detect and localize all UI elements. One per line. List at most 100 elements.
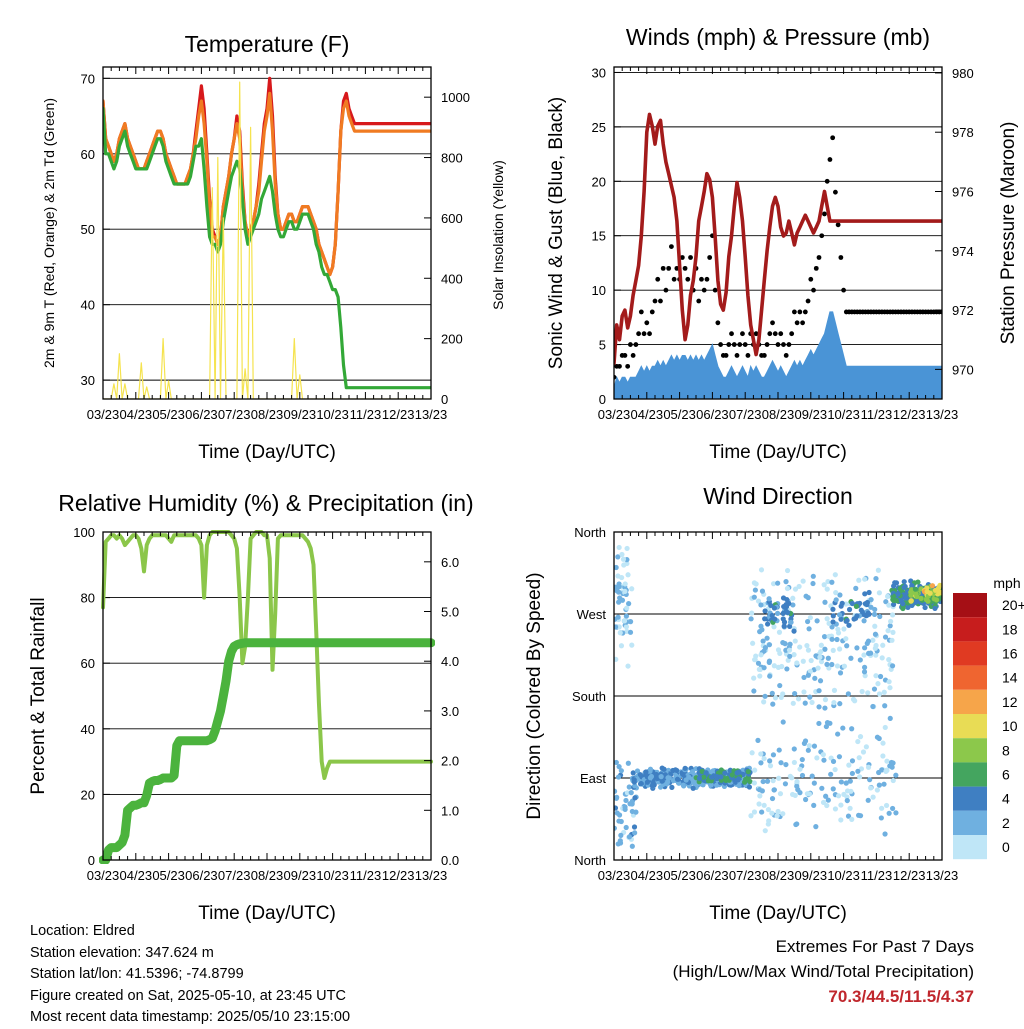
direction-point bbox=[621, 618, 628, 624]
direction-points bbox=[614, 544, 942, 849]
direction-point bbox=[831, 699, 837, 706]
direction-point bbox=[758, 567, 765, 573]
direction-point bbox=[814, 618, 820, 624]
direction-point bbox=[748, 813, 754, 819]
direction-point bbox=[665, 779, 671, 785]
direction-point bbox=[868, 785, 874, 791]
winds-ytick-label: 10 bbox=[592, 283, 606, 298]
direction-point bbox=[672, 767, 679, 773]
direction-point bbox=[614, 825, 617, 831]
direction-point bbox=[805, 747, 811, 753]
temperature-title: Temperature (F) bbox=[185, 31, 350, 57]
direction-point bbox=[629, 801, 635, 807]
winds-gust-point bbox=[781, 342, 786, 347]
direction-point bbox=[616, 583, 622, 590]
temperature-xtick-label: 08/23 bbox=[251, 407, 284, 422]
direction-point bbox=[761, 755, 767, 762]
winds-gust-point bbox=[628, 342, 633, 347]
winds-xtick-label: 05/23 bbox=[663, 407, 696, 422]
humidity-ytick-label: 100 bbox=[73, 525, 95, 540]
winds-gust-point bbox=[712, 287, 718, 293]
direction-point bbox=[792, 638, 798, 644]
direction-point bbox=[708, 774, 714, 780]
direction-point bbox=[881, 689, 887, 695]
direction-point bbox=[857, 734, 864, 740]
direction-point bbox=[770, 752, 777, 758]
direction-point bbox=[837, 701, 843, 707]
winds-gust-point bbox=[671, 276, 677, 282]
direction-point bbox=[837, 592, 843, 598]
direction-point bbox=[629, 642, 635, 648]
direction-point bbox=[815, 665, 821, 671]
temperature-ytick-label: 60 bbox=[81, 147, 95, 162]
winds-ylabel-right: Station Pressure (Maroon) bbox=[998, 122, 1019, 345]
direction-point bbox=[901, 584, 907, 591]
winds-xtick-label: 12/23 bbox=[893, 407, 926, 422]
direction-point bbox=[793, 821, 799, 828]
direction-point bbox=[699, 768, 705, 775]
direction-point bbox=[814, 755, 820, 761]
winds-gust-point bbox=[753, 331, 759, 337]
direction-point bbox=[799, 772, 806, 779]
winds-gust-point bbox=[778, 331, 784, 337]
direction-point bbox=[823, 793, 829, 799]
direction-legend: mph 20+ 18 16 14 12 10 8 6 4 2 0 bbox=[953, 575, 1024, 860]
direction-point bbox=[764, 635, 770, 641]
direction-point bbox=[840, 725, 846, 731]
direction-point bbox=[882, 703, 888, 709]
direction-legend-label: 20+ bbox=[1002, 597, 1024, 613]
direction-point bbox=[830, 619, 836, 625]
direction-point bbox=[783, 647, 789, 653]
humidity-xlabel: Time (Day/UTC) bbox=[198, 903, 336, 924]
winds-gust-point bbox=[699, 276, 704, 282]
direction-point bbox=[857, 774, 863, 780]
direction-point bbox=[838, 603, 844, 609]
winds-gust-point bbox=[679, 255, 685, 260]
humidity-xtick-label: 07/23 bbox=[218, 868, 251, 883]
direction-point bbox=[736, 769, 742, 775]
direction-point bbox=[838, 616, 844, 622]
winds-gust-point bbox=[772, 331, 778, 337]
direction-point bbox=[811, 780, 817, 786]
direction-point bbox=[767, 673, 773, 679]
direction-point bbox=[801, 689, 807, 695]
direction-point bbox=[924, 588, 930, 595]
direction-point bbox=[832, 806, 839, 812]
direction-point bbox=[751, 594, 757, 600]
temperature-xtick-label: 11/23 bbox=[350, 407, 382, 422]
direction-point bbox=[749, 610, 755, 616]
temperature-line-orange bbox=[103, 91, 431, 277]
humidity-xtick-label: 04/23 bbox=[120, 868, 153, 883]
direction-point bbox=[772, 695, 779, 701]
humidity-xtick-label: 06/23 bbox=[185, 868, 218, 883]
winds-title: Winds (mph) & Pressure (mb) bbox=[626, 24, 930, 50]
direction-xtick-label: 08/23 bbox=[762, 868, 795, 883]
direction-point bbox=[758, 760, 764, 766]
winds-gust-point bbox=[740, 331, 745, 337]
direction-point bbox=[804, 618, 811, 625]
direction-point bbox=[751, 809, 758, 815]
direction-point bbox=[830, 613, 836, 619]
direction-point bbox=[848, 655, 854, 661]
direction-point bbox=[812, 675, 818, 681]
direction-point bbox=[811, 802, 817, 808]
direction-point bbox=[822, 705, 828, 711]
direction-legend-swatch bbox=[953, 665, 987, 690]
direction-point bbox=[794, 660, 800, 666]
direction-point bbox=[861, 652, 867, 658]
direction-point bbox=[758, 623, 764, 629]
direction-point bbox=[736, 782, 742, 789]
direction-point bbox=[634, 768, 641, 774]
winds-gust-point bbox=[805, 298, 811, 304]
station-info: Location: Eldred Station elevation: 347.… bbox=[30, 921, 350, 1029]
direction-point bbox=[631, 824, 638, 830]
winds-xlabel: Time (Day/UTC) bbox=[709, 442, 847, 463]
winds-ytick-right-label: 978 bbox=[952, 125, 974, 140]
direction-point bbox=[844, 643, 850, 649]
winds-ytick-label: 25 bbox=[592, 120, 606, 135]
direction-legend-title: mph bbox=[993, 575, 1020, 591]
direction-point bbox=[755, 660, 762, 666]
winds-gust-point bbox=[789, 331, 795, 337]
direction-legend-label: 2 bbox=[1002, 815, 1010, 831]
direction-legend-label: 8 bbox=[1002, 742, 1010, 758]
